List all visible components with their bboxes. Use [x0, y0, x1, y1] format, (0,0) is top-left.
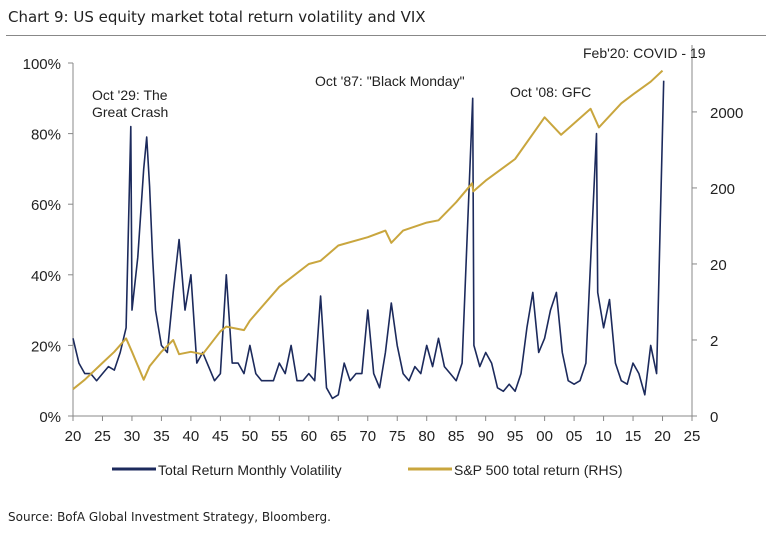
y-right-tick-label: 200	[710, 181, 735, 198]
x-tick-label: 55	[271, 428, 288, 445]
x-tick-label: 85	[448, 428, 465, 445]
annotation-1987: Oct '87: "Black Monday"	[315, 73, 465, 89]
y-right-tick-label: 2000	[710, 105, 743, 122]
chart: 20 25 30 35 40 45 50 55 60 65 70 75 80 85 90 95 00 05 10 15…	[23, 45, 743, 478]
legend-label-sp500: S&P 500 total return (RHS)	[454, 462, 623, 478]
title-divider	[6, 35, 766, 36]
legend-label-volatility: Total Return Monthly Volatility	[158, 462, 342, 478]
y-left-tick-label: 100%	[23, 56, 61, 73]
x-tick-label: 20	[65, 428, 82, 445]
y-left-tick-label: 80%	[31, 127, 61, 144]
annotation-1929: Oct '29: The	[92, 87, 168, 103]
y-right-tick-label: 0	[710, 409, 718, 426]
y-left-tick-label: 40%	[31, 268, 61, 285]
x-tick-label: 40	[183, 428, 200, 445]
y-left-tick-label: 60%	[31, 197, 61, 214]
x-tick-label: 80	[418, 428, 435, 445]
y-left-tick-label: 20%	[31, 338, 61, 355]
x-tick-label: 25	[684, 428, 701, 445]
x-tick-label: 60	[300, 428, 317, 445]
x-tick-label: 15	[625, 428, 642, 445]
source-note: Source: BofA Global Investment Strategy,…	[8, 510, 331, 524]
x-tick-label: 75	[389, 428, 406, 445]
annotation-2020: Feb'20: COVID - 19	[583, 45, 706, 61]
y-right-tick-label: 2	[710, 333, 718, 350]
x-tick-label: 50	[242, 428, 259, 445]
annotation-2008: Oct '08: GFC	[510, 84, 591, 100]
x-tick-label: 35	[153, 428, 170, 445]
x-tick-label: 95	[507, 428, 524, 445]
sp500-line	[72, 69, 664, 390]
volatility-line	[72, 80, 665, 400]
x-tick-label: 10	[595, 428, 612, 445]
y-left-tick-label: 0%	[39, 409, 61, 426]
annotation-1929-line2: Great Crash	[92, 104, 168, 120]
x-tick-label: 30	[124, 428, 141, 445]
x-tick-label: 70	[359, 428, 376, 445]
x-tick-label: 05	[566, 428, 583, 445]
x-tick-label: 65	[330, 428, 347, 445]
x-tick-label: 45	[212, 428, 229, 445]
chart-title: Chart 9: US equity market total return v…	[8, 8, 426, 26]
x-tick-label: 20	[654, 428, 671, 445]
x-tick-label: 25	[94, 428, 111, 445]
y-right-tick-label: 20	[710, 257, 727, 274]
x-tick-label: 90	[477, 428, 494, 445]
x-tick-label: 00	[536, 428, 553, 445]
